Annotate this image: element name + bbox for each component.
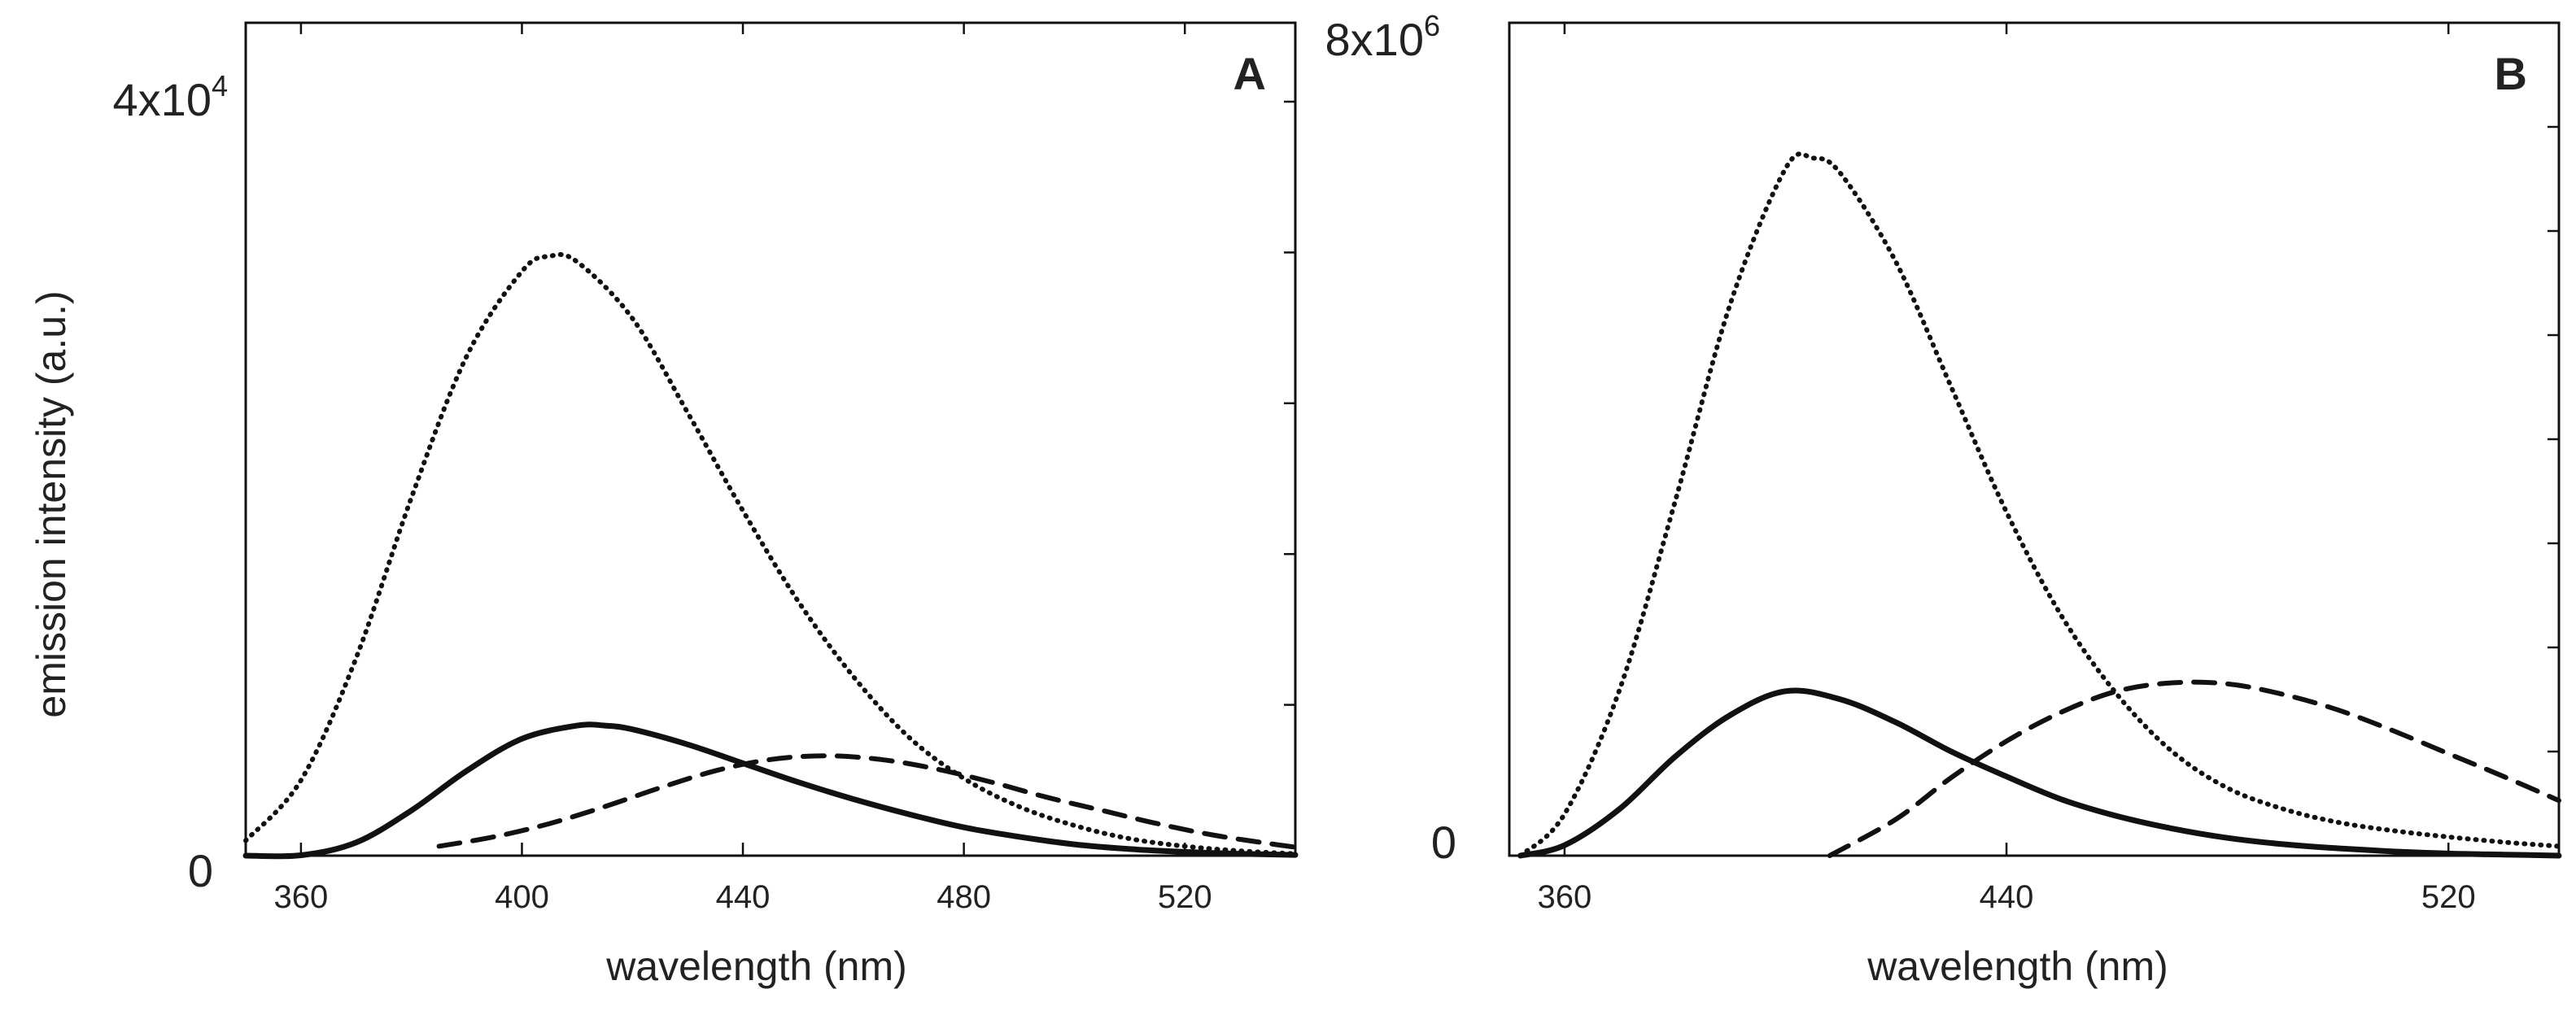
panel-a-letter: A (1233, 48, 1266, 99)
series-dashed-line (436, 753, 1298, 850)
panel-b-x-axis-title: wavelength (nm) (1867, 943, 2168, 989)
series-dotted-line (243, 251, 1298, 856)
panel-a-x-axis-title: wavelength (nm) (605, 943, 907, 989)
x-tick-label: 480 (937, 879, 991, 915)
x-tick-label: 360 (1538, 879, 1592, 915)
panel-b-curves (1517, 151, 2562, 859)
panel-a-ticks (299, 23, 1295, 856)
chart-panel-b: 360 440 520 0 8x106 B wavelength (nm) (1325, 9, 2562, 989)
x-tick-label: 360 (274, 879, 329, 915)
series-solid-line (242, 721, 1299, 860)
panel-a-curves (242, 251, 1299, 860)
panel-b-labels: 360 440 520 0 8x106 (1325, 9, 2476, 915)
x-tick-label: 520 (1158, 879, 1212, 915)
x-tick-label: 400 (495, 879, 549, 915)
x-tick-label: 440 (716, 879, 771, 915)
series-dashed-line (1827, 679, 2561, 858)
panel-a-labels: 360 400 440 480 520 0 4x104 (113, 69, 1212, 915)
y-tick-label-max: 8x106 (1325, 9, 1440, 65)
y-tick-label-zero: 0 (188, 845, 213, 896)
y-axis-title: emission intensity (a.u.) (28, 290, 74, 717)
panel-a-frame (244, 21, 1297, 857)
panel-b-frame (1508, 21, 2561, 857)
panel-b-letter: B (2495, 48, 2527, 99)
chart-panel-a: 360 400 440 480 520 0 4x104 A wavelength (nm) (113, 21, 1299, 989)
x-tick-label: 440 (1980, 879, 2034, 915)
y-tick-label-max: 4x104 (113, 69, 228, 125)
series-solid-line (1517, 687, 2562, 859)
x-tick-label: 520 (2421, 879, 2476, 915)
y-tick-label-zero: 0 (1431, 817, 1456, 868)
panel-b-ticks (1563, 21, 2559, 856)
series-dotted-line (1517, 151, 2561, 858)
